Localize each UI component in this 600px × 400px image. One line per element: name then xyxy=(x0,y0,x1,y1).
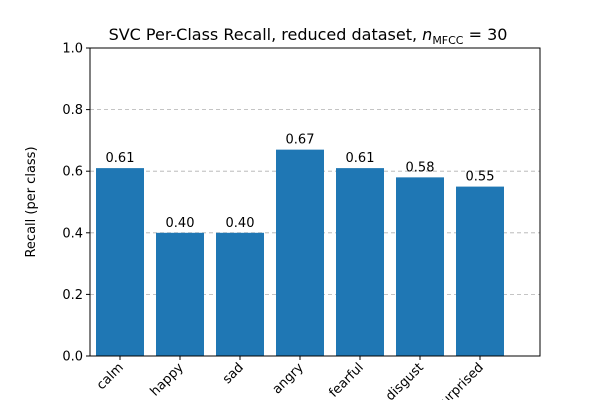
bar-disgust xyxy=(396,177,444,356)
plot-frame xyxy=(89,47,541,357)
title-equals: = 30 xyxy=(464,25,508,44)
bar-surprised xyxy=(456,186,504,356)
y-ticks: 0.0 0.2 0.4 0.6 0.8 1.0 xyxy=(62,42,90,365)
title-subscript: MFCC xyxy=(432,34,463,47)
x-tick-label-angry: angry xyxy=(270,360,307,397)
y-axis-label: Recall (per class) xyxy=(24,146,39,257)
x-ticks: calm happy sad angry fearful disgust surprised xyxy=(94,356,487,400)
x-tick-label-disgust: disgust xyxy=(383,360,427,400)
title-main: SVC Per-Class Recall, reduced dataset, xyxy=(109,25,423,44)
data-label-fearful: 0.61 xyxy=(346,151,375,166)
y-tick-label: 0.8 xyxy=(62,103,83,118)
bar-calm xyxy=(96,168,144,356)
x-tick-label-happy: happy xyxy=(148,360,187,399)
y-tick-label: 0.4 xyxy=(62,226,83,241)
data-label-happy: 0.40 xyxy=(166,216,195,231)
chart-title: SVC Per-Class Recall, reduced dataset, n… xyxy=(109,25,508,47)
data-label-calm: 0.61 xyxy=(106,151,135,166)
data-label-surprised: 0.55 xyxy=(466,170,495,185)
x-tick-label-sad: sad xyxy=(220,360,247,387)
bar-sad xyxy=(216,232,264,356)
x-tick-label-fearful: fearful xyxy=(326,360,367,400)
y-tick-label: 0.6 xyxy=(62,165,83,180)
y-tick-label: 0.0 xyxy=(62,350,83,365)
axes xyxy=(89,47,541,357)
data-labels: 0.61 0.40 0.40 0.67 0.61 0.58 0.55 xyxy=(106,133,495,231)
data-label-sad: 0.40 xyxy=(226,216,255,231)
x-tick-label-surprised: surprised xyxy=(433,360,486,400)
bars xyxy=(96,149,504,356)
data-label-angry: 0.67 xyxy=(286,133,315,148)
y-tick-label: 0.2 xyxy=(62,288,83,303)
bar-angry xyxy=(276,149,324,356)
x-tick-label-calm: calm xyxy=(94,360,127,393)
y-tick-label: 1.0 xyxy=(62,42,83,57)
bar-fearful xyxy=(336,168,384,356)
data-label-disgust: 0.58 xyxy=(406,160,435,175)
title-variable: n xyxy=(422,25,432,44)
bar-happy xyxy=(156,232,204,356)
